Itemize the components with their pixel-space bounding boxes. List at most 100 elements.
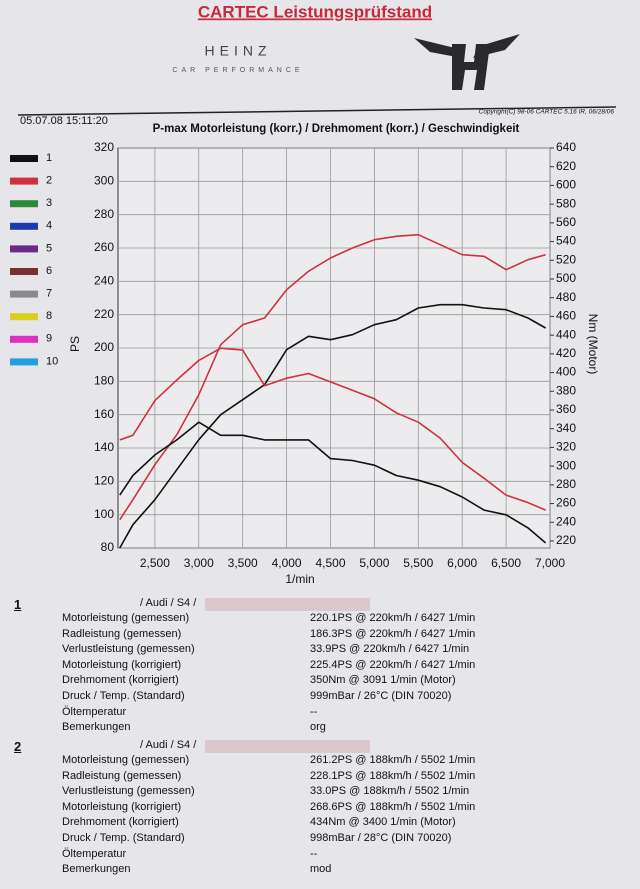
result-value: 350Nm @ 3091 1/min (Motor): [310, 674, 456, 687]
y2-tick-label: 240: [556, 514, 576, 528]
y-tick-label: 180: [94, 374, 114, 388]
result-value: --: [310, 705, 318, 718]
brand: HEINZ: [205, 43, 272, 59]
result-label: Druck / Temp. (Standard): [62, 690, 185, 702]
legend-label: 2: [46, 175, 52, 187]
legend-label: 4: [46, 220, 52, 232]
legend-swatch: [10, 245, 38, 253]
x-axis-label: 1/min: [285, 572, 314, 586]
result-value: 228.1PS @ 188km/h / 5502 1/min: [310, 769, 476, 782]
result-label: Motorleistung (gemessen): [62, 754, 190, 766]
y2-tick-label: 540: [556, 234, 576, 248]
y-tick-label: 200: [94, 340, 114, 354]
y2-tick-label: 460: [556, 309, 576, 323]
x-tick-label: 4,000: [272, 556, 302, 570]
result-label: Radleistung (gemessen): [62, 769, 182, 782]
y2-tick-label: 640: [556, 140, 576, 154]
legend-swatch: [10, 222, 38, 230]
timestamp: 05.07.08 15:11:20: [20, 115, 108, 127]
y2-tick-label: 580: [556, 196, 576, 210]
y2-tick-label: 400: [556, 365, 576, 379]
result-value: 434Nm @ 3400 1/min (Motor): [310, 816, 456, 829]
y2-axis-label: Nm (Motor): [586, 314, 600, 375]
copyright: Copyright(C) 98-06 CARTEC 5.16 IR, 06/28…: [479, 109, 615, 116]
y2-tick-label: 440: [556, 327, 576, 341]
y2-tick-label: 360: [556, 402, 576, 416]
legend-label: 9: [46, 333, 52, 345]
y-tick-label: 280: [94, 207, 114, 221]
result-label: Verlustleistung (gemessen): [62, 643, 195, 656]
result-label: Drehmoment (korrigiert): [62, 816, 179, 829]
y-tick-label: 240: [94, 274, 114, 288]
x-tick-label: 5,500: [403, 556, 433, 570]
series-line: [119, 303, 546, 549]
legend-label: 6: [46, 265, 52, 277]
vehicle: / Audi / S4 /: [140, 597, 197, 609]
result-label: Öltemperatur: [62, 705, 127, 718]
y-tick-label: 80: [101, 540, 115, 554]
result-value: 268.6PS @ 188km/h / 5502 1/min: [310, 800, 476, 813]
legend-swatch: [10, 268, 38, 275]
result-value: 33.0PS @ 188km/h / 5502 1/min: [310, 785, 470, 798]
x-tick-label: 3,500: [228, 556, 258, 570]
result-value: 186.3PS @ 220km/h / 6427 1/min: [310, 627, 476, 640]
result-value: --: [310, 847, 318, 860]
legend-label: 8: [46, 310, 52, 322]
y2-tick-label: 600: [556, 178, 576, 192]
legend-swatch: [10, 177, 38, 185]
result-value: 999mBar / 26°C (DIN 70020): [310, 690, 452, 702]
y2-tick-label: 620: [556, 159, 576, 173]
grid: [118, 147, 551, 549]
result-label: Bemerkungen: [62, 721, 131, 734]
y2-tick-label: 560: [556, 215, 576, 229]
result-label: Verlustleistung (gemessen): [62, 785, 195, 798]
result-label: Radleistung (gemessen): [62, 627, 182, 640]
header-rule: [17, 106, 617, 116]
result-label: Druck / Temp. (Standard): [62, 832, 185, 844]
y-tick-label: 140: [94, 440, 114, 454]
redaction: [205, 598, 370, 611]
y2-tick-label: 480: [556, 290, 576, 304]
redaction: [205, 740, 370, 753]
chart-title: P-max Motorleistung (korr.) / Drehmoment…: [153, 123, 520, 135]
run-number: 2: [14, 739, 22, 754]
legend-label: 7: [46, 288, 52, 300]
legend-label: 3: [46, 197, 52, 209]
y-tick-label: 100: [94, 507, 114, 521]
result-value: org: [310, 721, 326, 734]
y2-tick-label: 380: [556, 383, 576, 397]
y2-tick-label: 520: [556, 252, 576, 266]
y2-tick-label: 260: [556, 496, 576, 510]
legend-swatch: [10, 335, 38, 343]
result-value: 261.2PS @ 188km/h / 5502 1/min: [310, 754, 476, 766]
legend-swatch: [10, 200, 38, 208]
x-tick-label: 6,000: [447, 556, 477, 570]
y-tick-label: 320: [94, 140, 114, 154]
y-axis-label: PS: [68, 336, 82, 352]
run-number: 1: [14, 597, 22, 612]
legend-swatch: [10, 290, 38, 298]
y2-tick-label: 340: [556, 421, 576, 435]
y-tick-label: 300: [94, 174, 114, 188]
result-label: Motorleistung (korrigiert): [62, 658, 182, 671]
result-label: Öltemperatur: [62, 847, 127, 860]
y2-tick-label: 500: [556, 271, 576, 285]
series-line: [119, 421, 547, 544]
result-value: 33.9PS @ 220km/h / 6427 1/min: [310, 643, 470, 656]
y2-tick-label: 220: [556, 533, 576, 547]
result-value: 220.1PS @ 220km/h / 6427 1/min: [310, 612, 476, 624]
x-tick-label: 5,000: [359, 556, 389, 570]
y2-tick-label: 420: [556, 346, 576, 360]
sheet-title: CARTEC Leistungsprüfstand: [198, 2, 432, 21]
x-tick-label: 3,000: [184, 556, 214, 570]
legend-label: 1: [46, 152, 52, 164]
result-label: Motorleistung (korrigiert): [62, 800, 182, 813]
y-tick-label: 120: [94, 474, 114, 488]
legend-swatch: [10, 358, 38, 366]
legend-label: 5: [46, 242, 52, 254]
result-label: Motorleistung (gemessen): [62, 612, 190, 624]
series-line: [119, 347, 546, 511]
brand-sub: CAR PERFORMANCE: [172, 67, 303, 74]
legend-swatch: [10, 313, 38, 321]
